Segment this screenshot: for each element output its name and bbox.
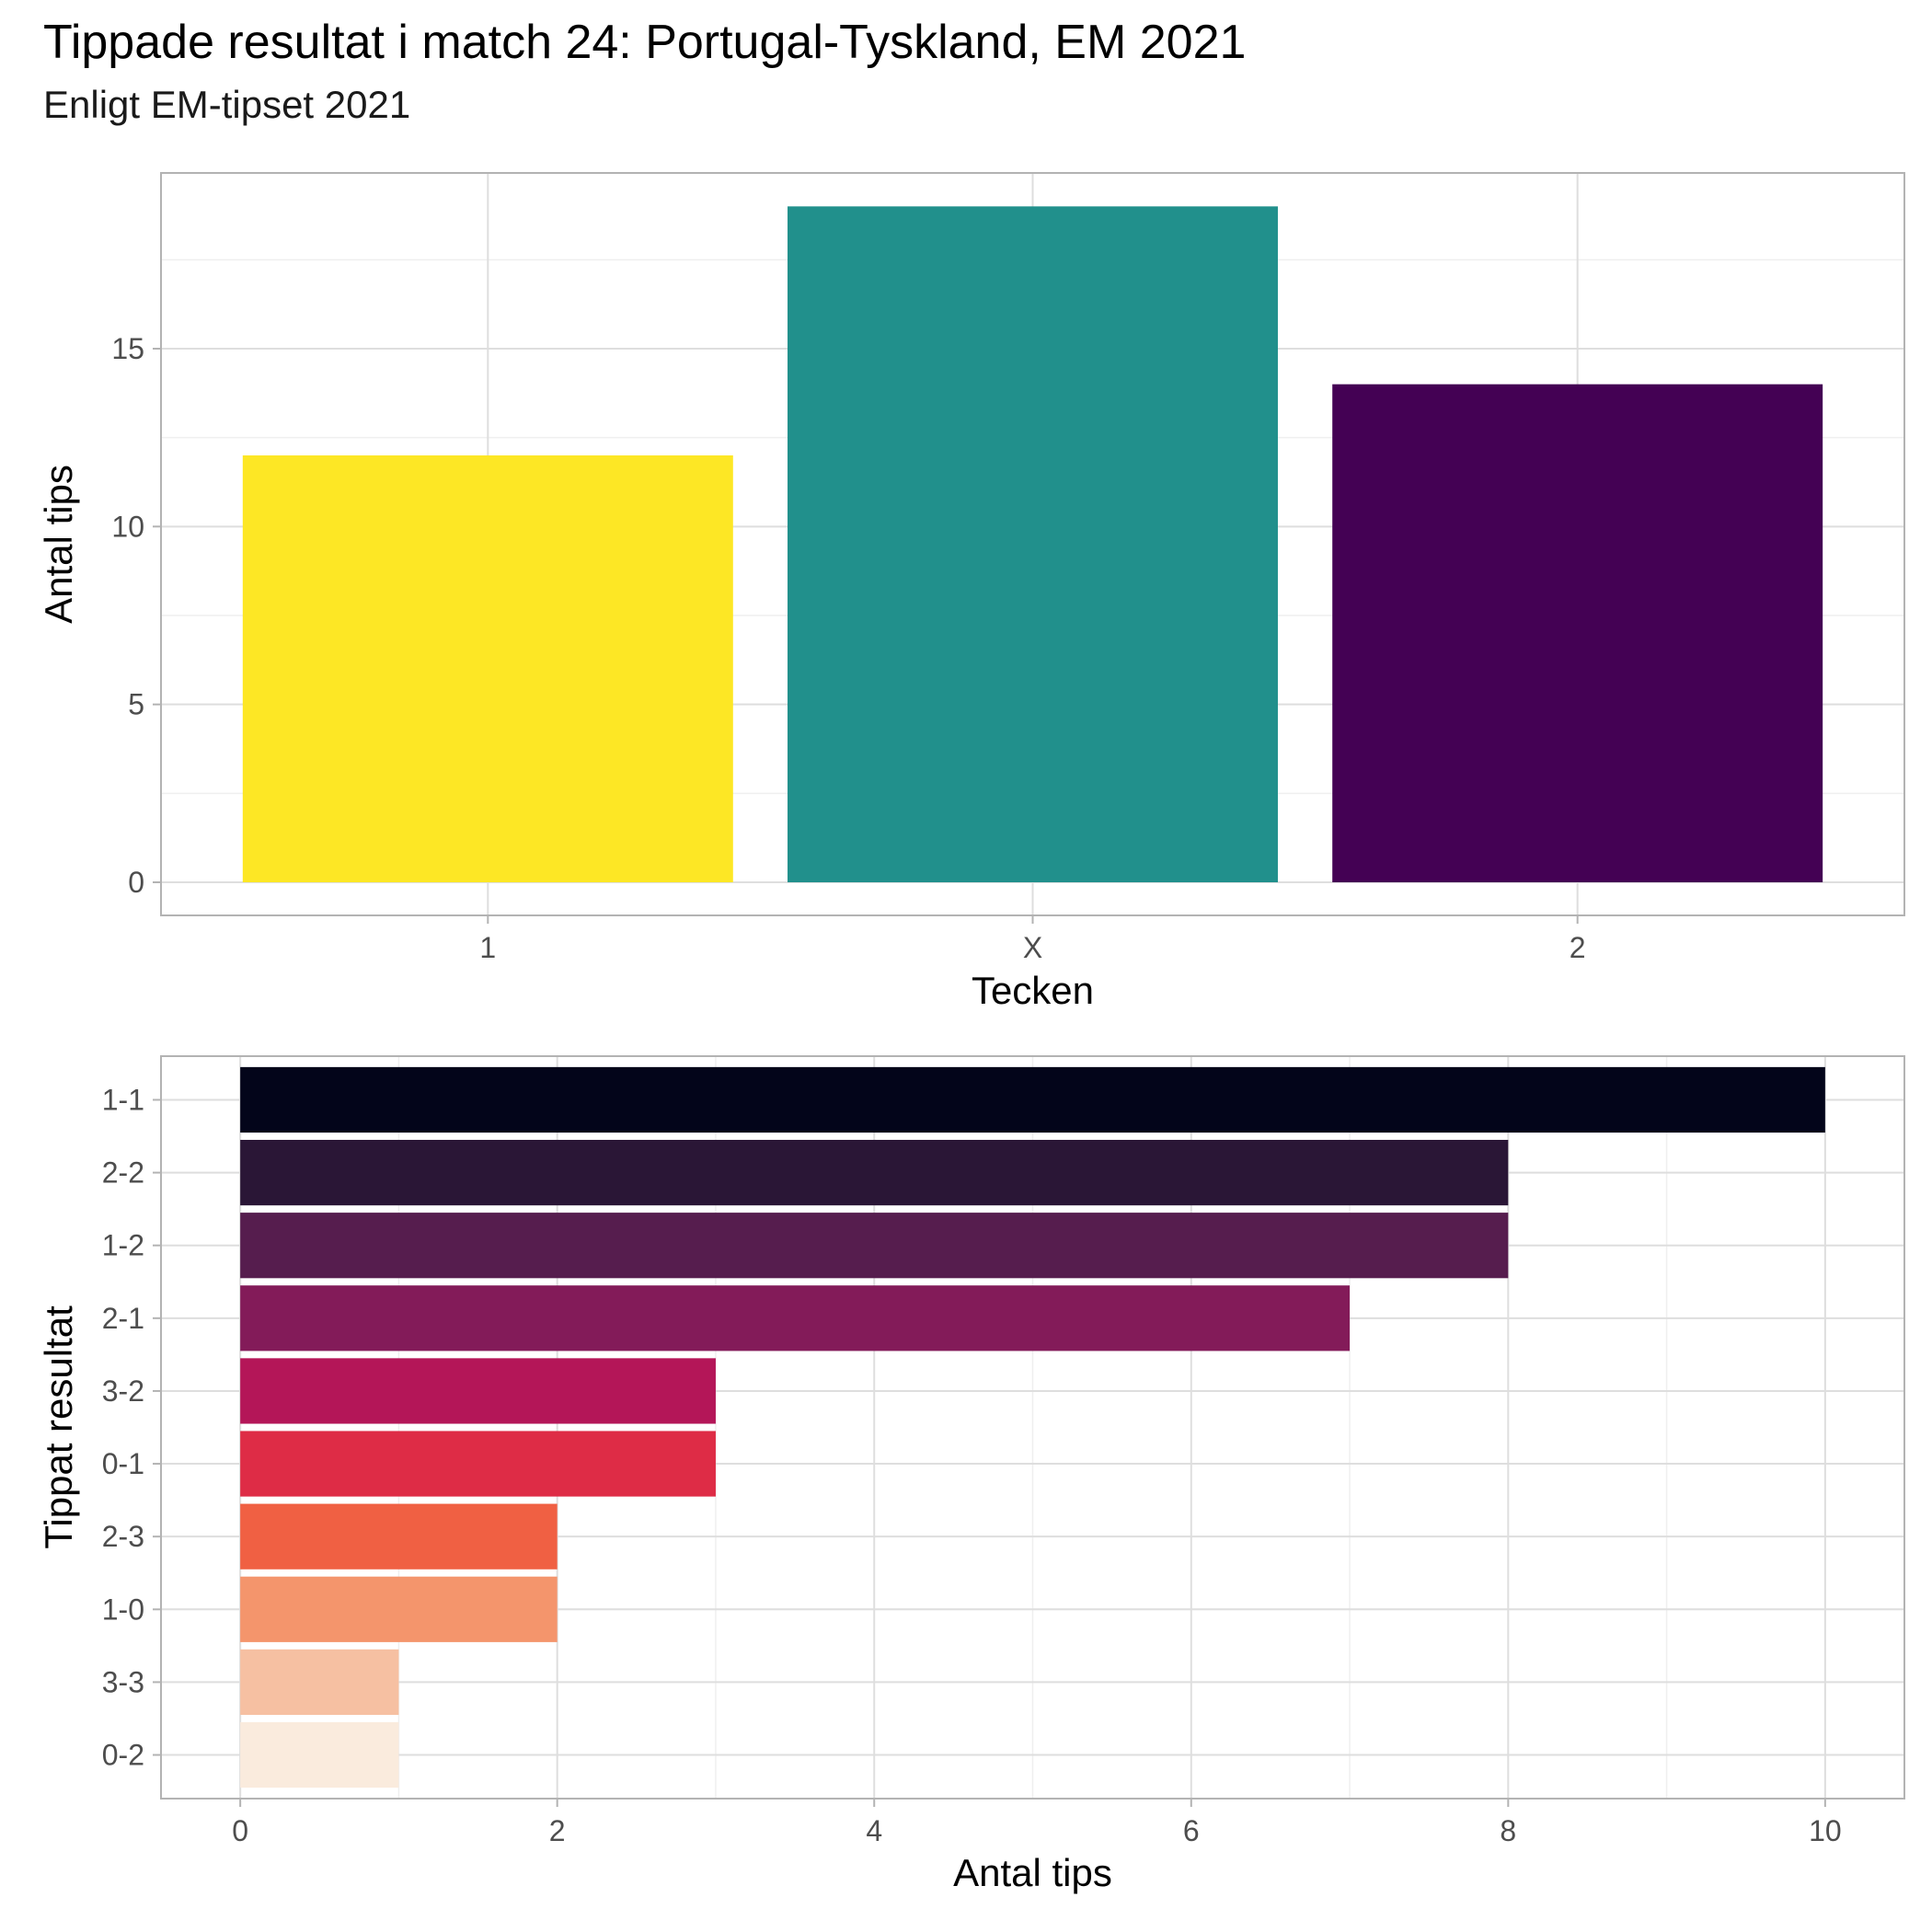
bar-1 [242,455,733,882]
bar-0-2 [240,1721,399,1788]
tecken-y-axis-title: Antal tips [37,465,80,624]
resultat-bar-chart: 1-1 2-2 1-2 2-1 3-2 0-1 2-3 1-0 3-3 0-2 0 2 4 6 8 10 An… [37,1055,1905,1894]
bar-1-1 [240,1066,1825,1133]
y-tick-label: 2-1 [102,1302,144,1335]
bar-0-1 [240,1431,716,1497]
x-tick-label: 8 [1500,1814,1516,1847]
x-tick-label: X [1023,931,1042,964]
resultat-y-axis-title: Tippat resultat [37,1305,80,1549]
y-tick-label: 1-0 [102,1593,144,1626]
tecken-bars [242,206,1823,883]
y-tick-label: 5 [128,688,144,721]
x-tick-label: 2 [549,1814,566,1847]
x-tick-label: 4 [866,1814,882,1847]
bar-1-2 [240,1213,1509,1279]
x-tick-label: 10 [1809,1814,1842,1847]
bar-1-0 [240,1576,558,1642]
tecken-x-axis-title: Tecken [972,969,1094,1012]
bar-3-2 [240,1358,716,1424]
y-tick-label: 1-1 [102,1083,144,1116]
y-tick-label: 2-3 [102,1520,144,1553]
y-tick-label: 15 [111,332,144,365]
resultat-x-axis-title: Antal tips [953,1851,1112,1894]
tecken-bar-chart: 0 5 10 15 1 X 2 Tecken Antal tips [37,172,1905,1012]
x-tick-label: 0 [232,1814,248,1847]
y-tick-label: 1-2 [102,1229,144,1262]
chart-title: Tippade resultat i match 24: Portugal-Ty… [43,16,1247,69]
resultat-axes: 1-1 2-2 1-2 2-1 3-2 0-1 2-3 1-0 3-3 0-2 0 2 4 6 8 10 [102,1083,1842,1847]
bar-3-3 [240,1649,399,1716]
bar-2-3 [240,1503,558,1570]
bar-2-1 [240,1285,1351,1351]
bar-2-2 [240,1139,1509,1206]
tecken-axes: 0 5 10 15 1 X 2 [111,332,1585,964]
y-tick-label: 10 [111,510,144,543]
y-tick-label: 2-2 [102,1156,144,1190]
y-tick-label: 0 [128,866,144,899]
chart-subtitle: Enligt EM-tipset 2021 [43,83,411,126]
x-tick-label: 2 [1570,931,1586,964]
y-tick-label: 3-2 [102,1374,144,1408]
y-tick-label: 0-2 [102,1739,144,1772]
x-tick-label: 6 [1183,1814,1200,1847]
x-tick-label: 1 [479,931,496,964]
resultat-panel-border [160,1055,1905,1800]
y-tick-label: 3-3 [102,1665,144,1698]
y-tick-label: 0-1 [102,1447,144,1480]
bar-x [788,206,1278,883]
bar-2 [1332,384,1823,883]
resultat-bars [240,1066,1825,1788]
